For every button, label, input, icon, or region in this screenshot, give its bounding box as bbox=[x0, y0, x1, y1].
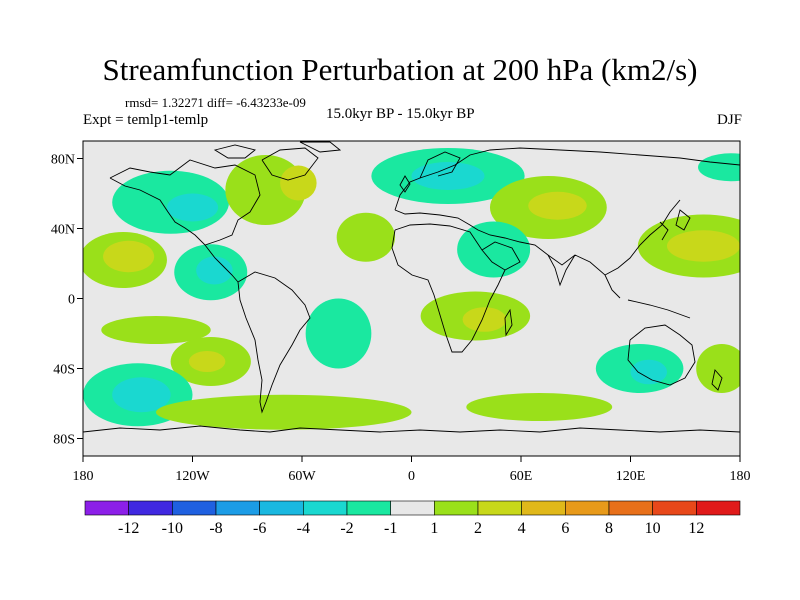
colorbar-label: 2 bbox=[474, 520, 482, 537]
lon-tick-label: 120E bbox=[616, 469, 646, 484]
coastlines bbox=[83, 141, 740, 433]
anomaly-region-12 bbox=[112, 377, 171, 413]
lat-tick-label: 0 bbox=[68, 293, 75, 308]
coastline-southeast-asia bbox=[604, 221, 691, 319]
anomaly-region-20 bbox=[457, 221, 531, 278]
lat-tick-label: 40S bbox=[53, 363, 75, 378]
anomaly-region-1 bbox=[166, 193, 219, 222]
colorbar-label: -12 bbox=[118, 520, 139, 537]
anomaly-region-13 bbox=[336, 212, 396, 262]
anomaly-region-28 bbox=[696, 344, 740, 393]
anomaly-region-8 bbox=[101, 316, 211, 344]
colorbar-bin-9 bbox=[477, 500, 522, 516]
lon-tick-label: 60W bbox=[288, 469, 316, 484]
colorbar-bin-14 bbox=[696, 500, 741, 516]
colorbar-label: -10 bbox=[162, 520, 183, 537]
anomaly-region-14 bbox=[305, 298, 372, 369]
colorbar-label: 10 bbox=[645, 520, 661, 537]
colorbar-bin-7 bbox=[390, 500, 435, 516]
lat-axis: 80N 40N 0 40S 80S bbox=[51, 153, 83, 448]
anomaly-region-23 bbox=[667, 230, 740, 262]
colorbar-label: -8 bbox=[209, 520, 222, 537]
anomaly-region-3 bbox=[280, 165, 317, 201]
colorbar-label: -2 bbox=[340, 520, 353, 537]
colorbar-bin-0 bbox=[84, 500, 129, 516]
anomaly-region-17 bbox=[411, 162, 485, 190]
coastline-africa bbox=[391, 223, 506, 353]
anomaly-region-15 bbox=[156, 394, 412, 430]
colorbar-bin-5 bbox=[303, 500, 348, 516]
colorbar-label: 8 bbox=[605, 520, 613, 537]
anomaly-region-27 bbox=[630, 359, 667, 385]
lon-tick-label: 120W bbox=[175, 469, 210, 484]
coastline-arabia bbox=[481, 241, 521, 271]
colorbar-label: 12 bbox=[688, 520, 704, 537]
colorbar-bin-10 bbox=[521, 500, 566, 516]
lon-tick-label: 0 bbox=[408, 469, 415, 484]
coastline-north-america bbox=[109, 159, 261, 246]
lon-tick-label: 180 bbox=[730, 469, 751, 484]
lon-axis: 180 120W 60W 0 60E 120E 180 bbox=[73, 456, 751, 484]
anomaly-region-7 bbox=[103, 240, 155, 273]
colorbar-bin-12 bbox=[608, 500, 653, 516]
coastline-arctic-islands bbox=[213, 141, 342, 159]
colorbar-label: -1 bbox=[384, 520, 397, 537]
colorbar-bin-4 bbox=[259, 500, 304, 516]
coastline-central-america bbox=[204, 244, 239, 283]
colorbar-bin-8 bbox=[434, 500, 479, 516]
coastline-japan bbox=[675, 209, 691, 231]
coastline-madagascar bbox=[504, 308, 513, 337]
lat-tick-label: 40N bbox=[51, 223, 75, 238]
colorbar-label: 6 bbox=[561, 520, 569, 537]
period-label: 15.0kyr BP - 15.0kyr BP bbox=[326, 106, 475, 122]
colorbar-bin-2 bbox=[172, 500, 217, 516]
colorbar-bin-13 bbox=[652, 500, 697, 516]
plot-title: Streamfunction Perturbation at 200 hPa (… bbox=[102, 52, 698, 87]
colorbar-label: -4 bbox=[297, 520, 310, 537]
colorbar-label: -6 bbox=[253, 520, 266, 537]
coastline-australia bbox=[627, 324, 696, 386]
coastline-india bbox=[547, 254, 576, 287]
anomaly-region-19 bbox=[528, 191, 587, 220]
lon-tick-label: 180 bbox=[73, 469, 94, 484]
anomaly-region-10 bbox=[188, 351, 226, 372]
colorbar-bin-6 bbox=[346, 500, 391, 516]
coastline-new-zealand bbox=[711, 369, 723, 391]
season-label: DJF bbox=[716, 112, 742, 128]
colorbar-bin-3 bbox=[215, 500, 260, 516]
colorbar-label: 4 bbox=[518, 520, 526, 537]
anomaly-region-21 bbox=[698, 153, 740, 182]
coastline-greenland bbox=[261, 147, 319, 181]
lon-tick-label: 60E bbox=[510, 469, 533, 484]
coastline-britain bbox=[399, 175, 411, 193]
colorbar-bin-1 bbox=[128, 500, 173, 516]
lat-tick-label: 80N bbox=[51, 153, 75, 168]
experiment-label: Expt = temlp1-temlp bbox=[83, 112, 209, 128]
stats-text: rmsd= 1.32271 diff= -6.43233e-09 bbox=[125, 95, 306, 110]
anomaly-region-29 bbox=[466, 393, 613, 421]
anomaly-region-5 bbox=[196, 256, 233, 285]
lat-tick-label: 80S bbox=[53, 433, 75, 448]
coastline-scandinavia bbox=[419, 151, 461, 179]
colorbar-label: 1 bbox=[430, 520, 438, 537]
anomaly-region-25 bbox=[462, 307, 507, 332]
colorbar: -12 -10 -8 -6 -4 -2 -1 1 2 4 6 8 10 12 bbox=[84, 500, 741, 537]
coastline-south-america bbox=[237, 271, 311, 414]
colorbar-bin-11 bbox=[565, 500, 610, 516]
coastline-antarctica bbox=[83, 425, 740, 433]
anomaly-fields bbox=[83, 148, 740, 430]
